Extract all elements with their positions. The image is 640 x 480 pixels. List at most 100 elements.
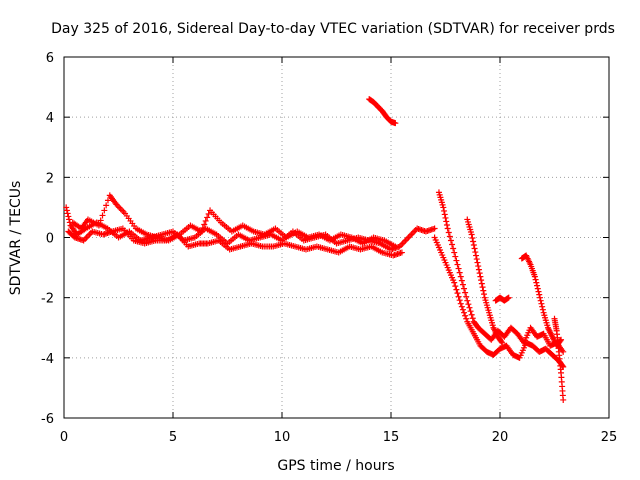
data-point-marker <box>456 297 463 304</box>
x-tick-label: 20 <box>492 430 509 445</box>
data-point-marker <box>457 300 464 307</box>
data-point-marker <box>443 221 450 228</box>
data-point-marker <box>538 300 545 307</box>
series-prn-f <box>435 189 567 355</box>
data-point-marker <box>536 291 543 298</box>
data-point-marker <box>454 261 461 268</box>
data-point-marker <box>459 306 466 313</box>
data-point-marker <box>392 243 399 250</box>
data-point-marker <box>458 303 465 310</box>
data-point-marker <box>442 214 449 221</box>
data-point-marker <box>464 297 471 304</box>
data-point-marker <box>479 284 486 291</box>
data-point-marker <box>481 291 488 298</box>
y-tick-label: 4 <box>46 111 54 126</box>
data-point-marker <box>478 277 485 284</box>
x-tick-label: 0 <box>60 430 68 445</box>
data-point-marker <box>462 312 469 319</box>
data-point-marker <box>449 241 456 248</box>
data-point-marker <box>535 288 542 295</box>
data-point-marker <box>457 273 464 280</box>
y-tick-label: -4 <box>41 352 54 367</box>
data-point-marker <box>473 252 480 259</box>
data-point-marker <box>473 256 480 263</box>
data-point-marker <box>451 249 458 256</box>
data-point-marker <box>452 253 459 260</box>
y-tick-label: 2 <box>46 171 54 186</box>
data-point-marker <box>204 214 211 221</box>
data-point-marker <box>537 297 544 304</box>
data-point-marker <box>444 225 451 232</box>
series-prn-c <box>69 192 399 250</box>
data-point-marker <box>536 294 543 301</box>
data-point-marker <box>455 265 462 272</box>
series-prn-e <box>431 234 567 370</box>
data-point-marker <box>441 211 448 218</box>
data-point-marker <box>101 207 108 214</box>
data-point-marker <box>470 238 477 245</box>
data-point-marker <box>468 231 475 238</box>
data-point-marker <box>474 259 481 266</box>
data-point-marker <box>453 286 460 293</box>
series-prn-h <box>492 294 512 304</box>
data-point-marker <box>459 281 466 288</box>
data-point-marker <box>446 233 453 240</box>
data-point-marker <box>463 293 470 300</box>
data-point-marker <box>443 218 450 225</box>
data-point-marker <box>558 336 565 343</box>
data-point-marker <box>469 235 476 242</box>
data-point-marker <box>440 204 447 211</box>
data-point-marker <box>469 315 476 322</box>
data-point-marker <box>532 276 539 283</box>
data-point-marker <box>199 224 206 231</box>
data-point-marker <box>477 273 484 280</box>
data-point-marker <box>467 308 474 315</box>
series-prn-g <box>464 216 506 346</box>
data-point-marker <box>539 303 546 310</box>
data-point-marker <box>64 210 71 217</box>
data-point-marker <box>66 216 73 223</box>
data-point-marker <box>499 339 506 346</box>
data-point-marker <box>447 237 454 244</box>
data-point-marker <box>476 270 483 277</box>
data-point-marker <box>534 282 541 289</box>
y-tick-label: -2 <box>41 292 54 307</box>
data-point-marker <box>468 311 475 318</box>
data-point-marker <box>453 257 460 264</box>
data-point-marker <box>498 338 505 345</box>
x-axis-label: GPS time / hours <box>277 458 394 474</box>
y-tick-label: -6 <box>41 412 54 427</box>
data-point-marker <box>455 293 462 300</box>
data-point-marker <box>99 212 106 219</box>
y-axis: -6 -4 -2 0 2 4 6 <box>41 51 609 427</box>
data-point-marker <box>456 269 463 276</box>
series-prn-j <box>551 315 567 403</box>
data-point-marker <box>475 266 482 273</box>
data-point-marker <box>539 306 546 313</box>
data-point-marker <box>478 280 485 287</box>
data-point-marker <box>452 283 459 290</box>
data-point-marker <box>465 301 472 308</box>
data-point-marker <box>95 222 102 229</box>
data-point-marker <box>458 277 465 284</box>
data-point-marker <box>431 225 438 232</box>
x-tick-label: 5 <box>169 430 177 445</box>
y-tick-label: 6 <box>46 51 54 66</box>
data-point-marker <box>454 290 461 297</box>
series-prn-d <box>366 96 399 127</box>
data-point-marker <box>560 396 567 403</box>
x-tick-label: 15 <box>383 430 400 445</box>
chart-title: Day 325 of 2016, Sidereal Day-to-day VTE… <box>51 21 615 37</box>
data-point-marker <box>450 245 457 252</box>
data-point-marker <box>63 207 70 214</box>
data-point-marker <box>472 249 479 256</box>
data-point-marker <box>441 207 448 214</box>
data-point-marker <box>202 217 209 224</box>
data-point-marker <box>505 294 512 301</box>
y-axis-label: SDTVAR / TECUs <box>8 181 24 296</box>
data-point-marker <box>97 217 104 224</box>
data-point-marker <box>462 289 469 296</box>
x-axis: 0 5 10 15 20 25 <box>60 57 617 445</box>
data-point-marker <box>451 279 458 286</box>
data-point-marker <box>65 213 72 220</box>
